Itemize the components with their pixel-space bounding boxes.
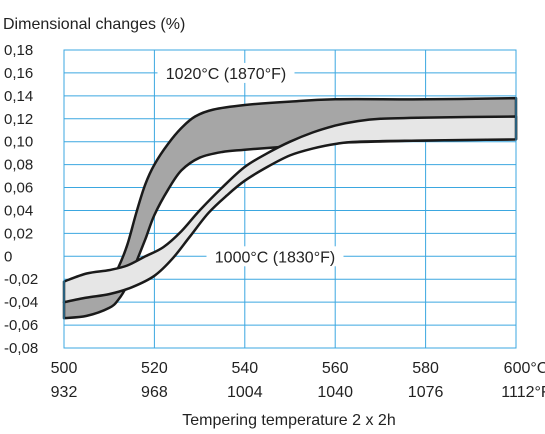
- y-tick-label: -0,08: [4, 340, 38, 357]
- y-axis-label: Dimensional changes (%): [3, 16, 185, 33]
- y-tick-label: 0,12: [4, 111, 33, 128]
- y-tick-label: 0,16: [4, 65, 33, 82]
- x-tick-label-c: 500: [51, 360, 78, 377]
- x-tick-label-f: 932: [51, 384, 78, 401]
- bands: [62, 96, 518, 320]
- y-tick-label: 0,02: [4, 225, 33, 242]
- series-label-1000: 1000°C (1830°F): [215, 249, 335, 266]
- y-tick-label: 0,04: [4, 202, 33, 219]
- series-label-1020: 1020°C (1870°F): [166, 66, 286, 83]
- plot-border: [63, 49, 517, 349]
- y-ticks: 0,18 0,16 0,14 0,12 0,10 0,08 0,06 0,04 0,02 0 -0,…: [4, 42, 38, 357]
- y-tick-label: 0,06: [4, 180, 33, 197]
- y-tick-label: 0,08: [4, 157, 33, 174]
- x-tick-label-f: 968: [141, 384, 168, 401]
- x-tick-label-f: 1040: [317, 384, 353, 401]
- x-tick-label-f: 1112°F: [501, 384, 545, 401]
- y-tick-label: 0,14: [4, 88, 33, 105]
- x-tick-label-f: 1004: [227, 384, 263, 401]
- series-label-1020-bg: [157, 62, 295, 83]
- y-tick-label: -0,02: [4, 271, 38, 288]
- y-tick-label: 0,10: [4, 134, 33, 151]
- series-labels: 1020°C (1870°F) 1000°C (1830°F): [157, 62, 344, 267]
- x-tick-label-c: 580: [412, 360, 439, 377]
- x-tick-label-c: 560: [322, 360, 349, 377]
- series-label-1000-bg: [206, 246, 344, 267]
- series-band-2: [62, 115, 518, 304]
- plot-frame: [63, 49, 517, 349]
- x-tick-label-c: 520: [141, 360, 168, 377]
- y-tick-label: -0,04: [4, 294, 38, 311]
- x-tick-label-c: 600°C: [504, 360, 545, 377]
- y-tick-label: 0: [4, 248, 12, 265]
- y-tick-label: -0,06: [4, 317, 38, 334]
- grid: [63, 49, 517, 349]
- y-tick-label: 0,18: [4, 42, 33, 59]
- x-ticks: 500 520 540 560 580 600°C 932 968 1004 1040 1076 11…: [51, 360, 545, 401]
- x-tick-label-f: 1076: [408, 384, 444, 401]
- x-tick-label-c: 540: [231, 360, 258, 377]
- x-axis-label: Tempering temperature 2 x 2h: [182, 412, 395, 429]
